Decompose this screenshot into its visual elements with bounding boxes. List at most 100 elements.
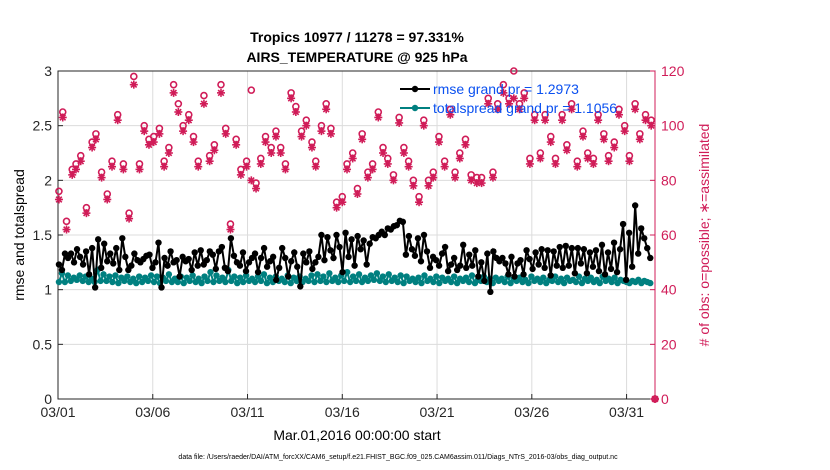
totalspread-point xyxy=(124,273,131,280)
obs-possible-point xyxy=(546,132,555,141)
rmse-point xyxy=(357,246,364,253)
totalspread-point xyxy=(115,279,122,287)
y-tick-label-left: 2 xyxy=(44,172,52,188)
rmse-point xyxy=(505,271,512,278)
rmse-point xyxy=(191,249,198,256)
obs-assimilated-point xyxy=(440,162,449,171)
asterisk-stroke xyxy=(579,133,587,140)
rmse-point xyxy=(342,229,349,237)
rmse-point xyxy=(417,258,425,265)
obs-assimilated-point xyxy=(62,225,71,234)
obs-possible-point xyxy=(419,116,428,124)
legend: rmse grand pr = 1.2973 totalspread grand… xyxy=(400,81,617,116)
rmse-point xyxy=(122,253,129,261)
rmse-point xyxy=(502,260,509,267)
totalspread-point xyxy=(364,277,372,285)
asterisk-stroke xyxy=(494,105,502,113)
totalspread-point xyxy=(287,279,294,287)
asterisk-stroke xyxy=(59,114,67,121)
asterisk-stroke xyxy=(600,135,608,143)
asterisk-stroke xyxy=(541,116,549,124)
obs-possible-point xyxy=(302,116,311,124)
totalspread-point xyxy=(341,277,348,285)
obs-possible-point xyxy=(135,160,144,168)
totalspread-point xyxy=(180,279,187,287)
rmse-point xyxy=(327,247,334,254)
obs-possible-point xyxy=(200,91,208,100)
rmse-point xyxy=(318,231,325,239)
totalspread-point xyxy=(335,278,342,286)
rmse-point xyxy=(490,248,497,255)
rmse-point xyxy=(556,243,563,251)
rmse-point xyxy=(116,266,123,274)
rmse-point xyxy=(598,241,606,249)
rmse-point xyxy=(88,244,96,252)
totalspread-point xyxy=(257,277,265,285)
y-tick-label-right: 40 xyxy=(661,282,677,298)
asterisk-stroke xyxy=(160,163,168,171)
obs-possible-point xyxy=(276,143,285,152)
rmse-point xyxy=(254,268,262,276)
rmse-point xyxy=(297,283,304,290)
rmse-point xyxy=(91,284,99,291)
obs-possible-point xyxy=(467,171,475,179)
asterisk-stroke xyxy=(478,179,485,187)
rmse-point xyxy=(426,264,434,271)
rmse-point xyxy=(303,259,310,266)
obs-assimilated-point xyxy=(54,195,63,204)
rmse-point xyxy=(260,244,268,252)
rmse-point xyxy=(523,247,530,254)
rmse-point xyxy=(438,250,446,257)
rmse-point xyxy=(55,261,63,268)
totalspread-point xyxy=(418,279,425,287)
totalspread-point xyxy=(397,272,404,279)
legend-spread-label: totalspread grand pr = 1.1056 xyxy=(433,100,617,116)
rmse-point xyxy=(478,259,485,266)
asterisk-stroke xyxy=(615,111,623,119)
totalspread-point xyxy=(400,279,407,287)
obs-possible-point xyxy=(579,127,587,135)
obs-possible-point xyxy=(217,80,225,89)
totalspread-point xyxy=(263,279,271,287)
asterisk-stroke xyxy=(631,105,639,113)
rmse-point xyxy=(408,246,416,253)
rmse-point xyxy=(339,268,346,276)
asterisk-stroke xyxy=(343,166,351,173)
obs-assimilated-point xyxy=(520,94,529,103)
asterisk-stroke xyxy=(63,226,70,233)
obs-possible-point xyxy=(383,154,392,163)
obs-possible-point xyxy=(58,108,67,116)
obs-possible-point xyxy=(68,165,77,174)
asterisk-stroke xyxy=(505,100,513,108)
totalspread-point xyxy=(133,279,140,287)
obs-assimilated-point xyxy=(573,162,582,171)
asterisk-stroke xyxy=(88,144,96,151)
obs-possible-point xyxy=(149,132,158,141)
totalspread-point xyxy=(204,277,211,285)
obs-possible-point xyxy=(551,154,560,163)
rmse-point xyxy=(432,256,440,264)
rmse-point xyxy=(538,246,545,253)
rmse-point xyxy=(447,261,455,268)
rmse-point xyxy=(526,255,533,263)
rmse-point xyxy=(601,271,609,278)
totalspread-point xyxy=(430,278,437,286)
x-tick-label: 03/01 xyxy=(40,404,75,420)
obs-assimilated-point xyxy=(515,105,524,114)
rmse-point xyxy=(420,231,428,239)
totalspread-point xyxy=(433,273,440,280)
obs-possible-point xyxy=(267,143,276,152)
totalspread-point xyxy=(382,278,390,286)
rmse-point xyxy=(405,232,413,240)
totalspread-point xyxy=(76,272,83,279)
totalspread-point xyxy=(198,279,205,287)
rmse-point xyxy=(282,254,289,262)
totalspread-point xyxy=(323,278,330,286)
asterisk-stroke xyxy=(415,198,423,206)
obs-possible-point xyxy=(174,100,183,108)
rmse-point xyxy=(487,288,494,296)
asterisk-stroke xyxy=(374,114,382,121)
totalspread-point xyxy=(379,273,387,280)
asterisk-stroke xyxy=(136,166,143,173)
axis-ticks: 03/01 03/06 03/11 03/16 03/21 03/26 03/31 0 0 0.5… xyxy=(33,63,685,420)
